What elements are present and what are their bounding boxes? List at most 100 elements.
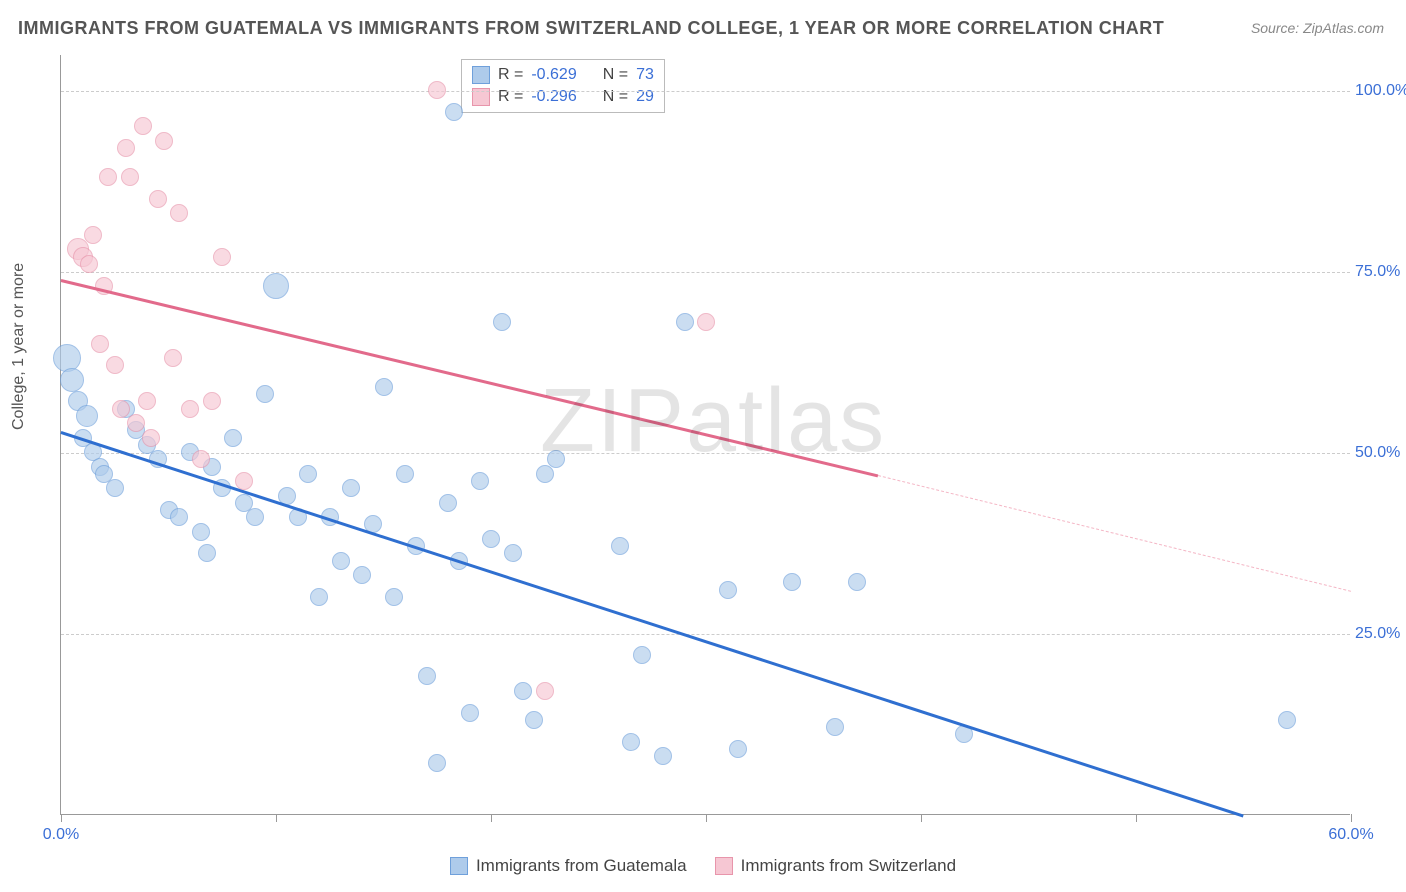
data-point (439, 494, 457, 512)
data-point (1278, 711, 1296, 729)
y-tick-label: 75.0% (1355, 263, 1406, 281)
trend-line (61, 431, 1244, 817)
data-point (482, 530, 500, 548)
x-tick (276, 814, 277, 822)
y-tick-label: 25.0% (1355, 625, 1406, 643)
x-tick (1136, 814, 1137, 822)
data-point (654, 747, 672, 765)
data-point (170, 204, 188, 222)
data-point (76, 405, 98, 427)
data-point (60, 368, 84, 392)
data-point (826, 718, 844, 736)
stats-row: R =-0.296N =29 (472, 86, 654, 108)
x-tick (706, 814, 707, 822)
x-tick (491, 814, 492, 822)
stat-r-value: -0.629 (531, 66, 576, 84)
gridline (61, 634, 1350, 635)
data-point (310, 588, 328, 606)
data-point (353, 566, 371, 584)
legend-item: Immigrants from Switzerland (715, 856, 956, 876)
data-point (622, 733, 640, 751)
stats-row: R = -0.629 N = 73 (472, 64, 654, 86)
data-point (256, 385, 274, 403)
y-tick-label: 100.0% (1355, 82, 1406, 100)
y-tick-label: 50.0% (1355, 444, 1406, 462)
data-point (504, 544, 522, 562)
data-point (493, 313, 511, 331)
data-point (106, 356, 124, 374)
x-tick-label: 60.0% (1328, 826, 1373, 844)
data-point (246, 508, 264, 526)
chart-title: IMMIGRANTS FROM GUATEMALA VS IMMIGRANTS … (18, 18, 1164, 39)
x-tick (61, 814, 62, 822)
data-point (611, 537, 629, 555)
data-point (342, 479, 360, 497)
data-point (99, 168, 117, 186)
data-point (461, 704, 479, 722)
data-point (547, 450, 565, 468)
data-point (428, 754, 446, 772)
data-point (203, 392, 221, 410)
data-point (263, 273, 289, 299)
data-point (213, 248, 231, 266)
data-point (224, 429, 242, 447)
data-point (149, 190, 167, 208)
chart-plot-area: R =-0.629N =73R =-0.296N =29 25.0%50.0%7… (60, 55, 1350, 815)
gridline (61, 453, 1350, 454)
data-point (418, 667, 436, 685)
data-point (91, 335, 109, 353)
data-point (112, 400, 130, 418)
data-point (121, 168, 139, 186)
data-point (181, 400, 199, 418)
source-attribution: Source: ZipAtlas.com (1251, 20, 1384, 36)
data-point (676, 313, 694, 331)
data-point (697, 313, 715, 331)
data-point (235, 472, 253, 490)
data-point (633, 646, 651, 664)
legend-swatch (450, 857, 468, 875)
legend-item: Immigrants from Guatemala (450, 856, 687, 876)
data-point (375, 378, 393, 396)
data-point (170, 508, 188, 526)
data-point (471, 472, 489, 490)
data-point (192, 523, 210, 541)
stat-n-value: 73 (636, 66, 654, 84)
data-point (192, 450, 210, 468)
data-point (134, 117, 152, 135)
correlation-stats-box: R = -0.629 N = 73 R =-0.296N =29 (461, 59, 665, 113)
data-point (719, 581, 737, 599)
gridline (61, 272, 1350, 273)
data-point (84, 226, 102, 244)
data-point (164, 349, 182, 367)
legend-label: Immigrants from Switzerland (741, 856, 956, 876)
data-point (299, 465, 317, 483)
legend-label: Immigrants from Guatemala (476, 856, 687, 876)
data-point (729, 740, 747, 758)
data-point (127, 414, 145, 432)
data-point (783, 573, 801, 591)
data-point (106, 479, 124, 497)
x-tick (1351, 814, 1352, 822)
data-point (525, 711, 543, 729)
stat-n-label: N = (603, 66, 628, 84)
data-point (445, 103, 463, 121)
stat-r-label: R = (498, 66, 523, 84)
gridline (61, 91, 1350, 92)
data-point (155, 132, 173, 150)
trend-line (878, 475, 1351, 592)
data-point (332, 552, 350, 570)
legend-swatch (472, 66, 490, 84)
data-point (142, 429, 160, 447)
data-point (514, 682, 532, 700)
data-point (117, 139, 135, 157)
data-point (138, 392, 156, 410)
data-point (536, 682, 554, 700)
legend: Immigrants from Guatemala Immigrants from… (0, 856, 1406, 880)
y-axis-label: College, 1 year or more (10, 263, 28, 430)
data-point (848, 573, 866, 591)
x-tick-label: 0.0% (43, 826, 79, 844)
data-point (428, 81, 446, 99)
data-point (80, 255, 98, 273)
data-point (396, 465, 414, 483)
x-tick (921, 814, 922, 822)
